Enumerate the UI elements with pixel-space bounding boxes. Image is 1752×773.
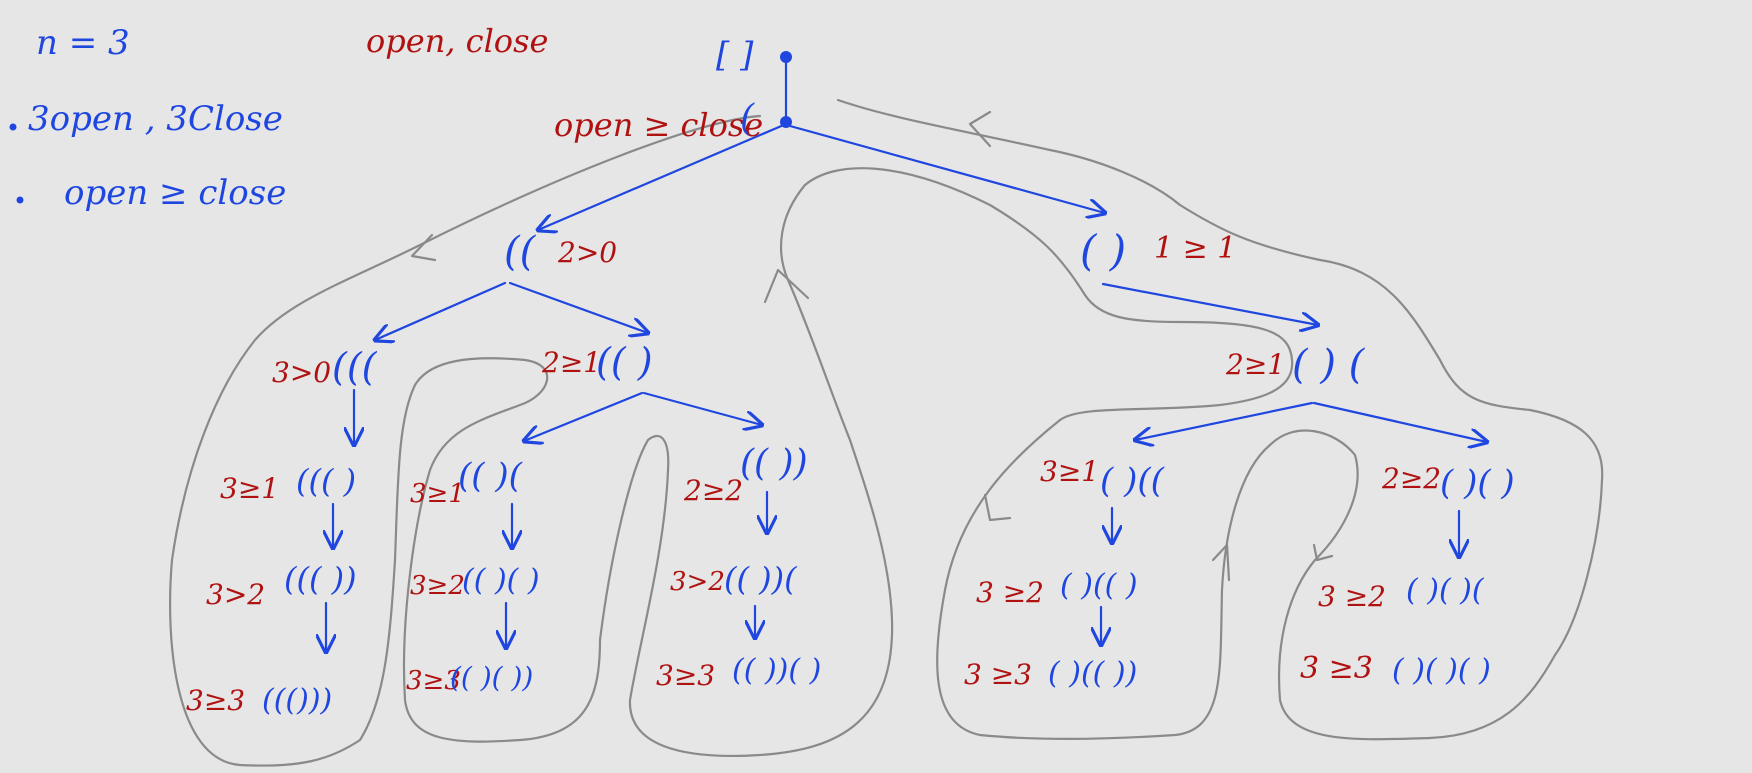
cond-lrl-2: 3≥2 [410,571,465,601]
header-open-close: open, close [366,22,548,60]
bullet-dot [9,123,17,131]
cond-rrr-1: 2≥2 [1381,462,1441,495]
node-ll-2: ((( )) [284,560,357,598]
cond-lrl-3: 3≥3 [406,666,461,696]
n-value-label: n = 3 [36,23,130,63]
node-ll-3: ((())) [262,683,332,718]
cond-rrr-3: 3 ≥3 [1300,651,1373,686]
node-rr: ( ) ( [1292,342,1366,388]
root-condition-label: open ≥ close [554,106,763,144]
node-rrl-3: ( )(( )) [1048,656,1137,691]
edge-level1-left [538,122,788,230]
cond-ll: 3>0 [272,356,331,389]
cond-left: 2>0 [557,236,617,269]
cond-rr: 2≥1 [1225,348,1285,381]
node-lrr-2: (( ))( [724,560,798,598]
node-lrl-3: (( )( )) [450,661,533,694]
traversal-trace [168,98,1604,767]
node-lrr-1: (( )) [740,443,808,484]
cond-rrr-2: 3 ≥2 [1318,580,1386,613]
node-ll-1: ((( ) [296,462,356,500]
trace-arrow-mid [763,268,810,304]
trace-path-left [168,98,1604,767]
node-root: [ ] [716,35,754,75]
cond-ll-2: 3>2 [206,578,265,611]
node-lrl-2: (( )( ) [462,563,540,598]
edge-left-lr [508,281,648,333]
cond-rrl-3: 3 ≥3 [964,658,1032,691]
tree-edges [326,51,1487,652]
edge-right-rr [1101,282,1318,325]
cond-lrr-3: 3≥3 [656,659,715,692]
tree-nodes: [ ] ( (( 2>0 ( ) 1 ≥ 1 3>0 ((( 2≥1 (( ) … [186,35,1515,718]
node-rrr-2: ( )( )( [1406,573,1485,608]
rule-open-ge-close: open ≥ close [64,173,286,213]
cond-lr: 2≥1 [541,346,601,379]
node-rrl-1: ( )(( [1100,461,1165,501]
edge-lr-lrr1 [642,391,762,425]
root-dot [780,51,792,63]
node-lrr-3: (( ))( ) [732,653,821,688]
cond-rrl-2: 3 ≥2 [976,576,1044,609]
cond-lrr-1: 2≥2 [683,474,743,507]
edge-rr-rrl1 [1135,401,1314,440]
edge-lr-lrl1 [524,391,644,441]
bullet-dot [16,196,24,204]
node-ll: ((( [332,345,378,389]
trace-arrow-right-a [983,493,1012,522]
node-lrl-1: (( )( [458,456,523,496]
cond-ll-1: 3≥1 [220,472,279,505]
edge-level1-right [788,124,1105,213]
trace-arrow-left [410,233,437,262]
node-right: ( ) [1080,226,1126,275]
node-rrl-2: ( )(( ) [1060,568,1138,603]
level1-dot [780,116,792,128]
rule-open-close-count: 3open , 3Close [28,99,283,139]
node-rrr-1: ( )( ) [1440,463,1515,503]
cond-lrl-1: 3≥1 [410,479,465,509]
notes: n = 3 3open , 3Close open ≥ close open, … [9,22,763,213]
cond-lrr-2: 3>2 [670,567,725,597]
edge-rr-rrr1 [1312,401,1487,442]
cond-ll-3: 3≥3 [186,684,245,717]
trace-arrow-right-b [1211,543,1231,582]
trace-arrow-top [968,110,992,148]
node-left: (( [504,229,537,275]
node-lr: (( ) [596,340,653,384]
cond-rrl-1: 3≥1 [1040,455,1099,488]
trace-arrow-right-c [1312,543,1334,562]
cond-right: 1 ≥ 1 [1154,231,1236,266]
node-rrr-3: ( )( )( ) [1392,653,1491,688]
edge-left-ll [375,281,507,340]
node-level1: ( [740,98,755,139]
